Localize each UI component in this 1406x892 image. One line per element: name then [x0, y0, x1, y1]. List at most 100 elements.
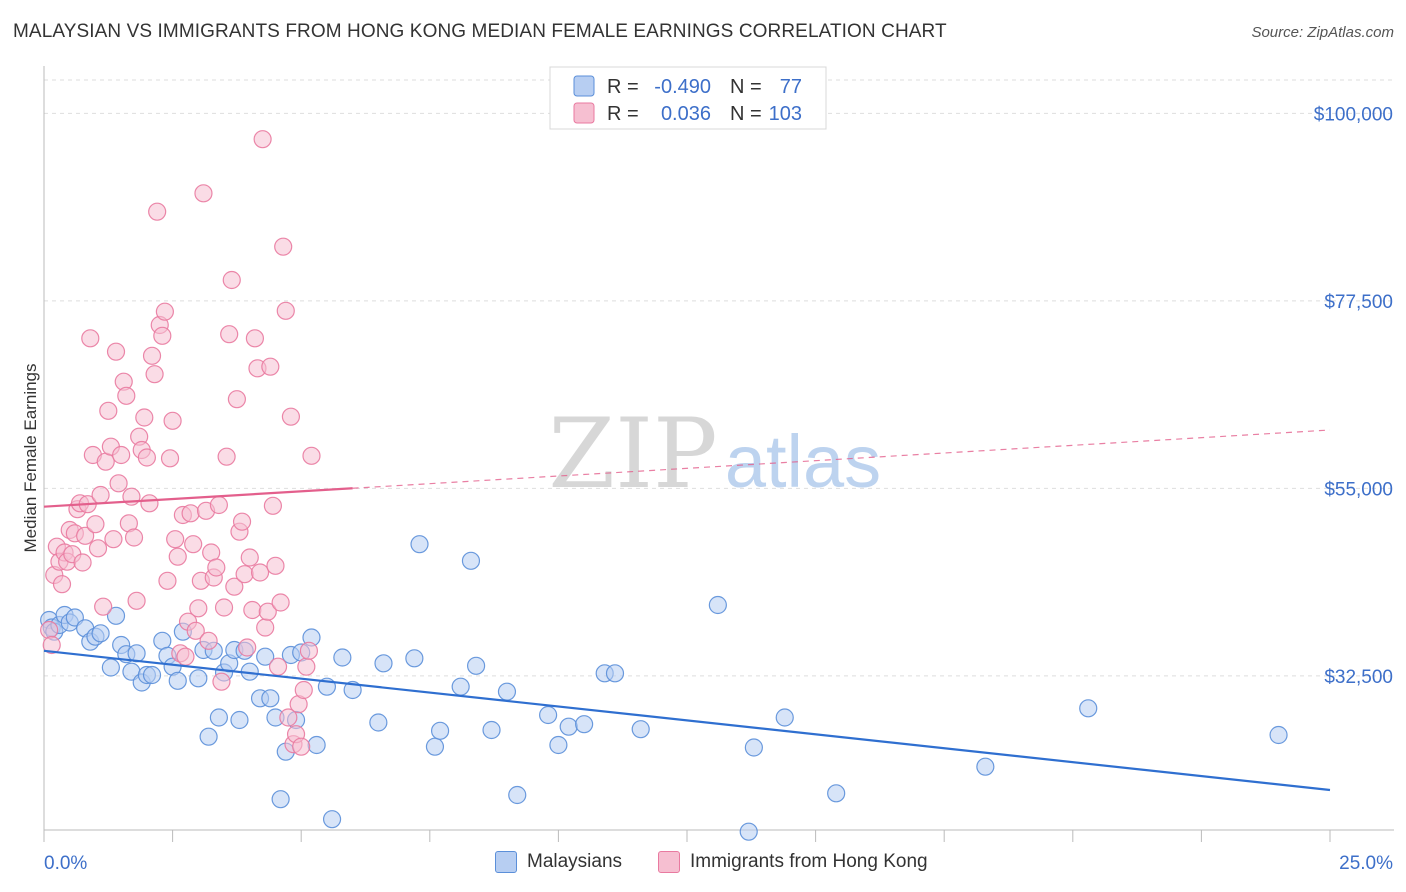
hong-kong-point [274, 237, 293, 256]
legend-r-label-1: R = [607, 76, 639, 98]
malaysians-point [559, 717, 578, 736]
hong-kong-point [73, 553, 92, 572]
hong-kong-point [127, 591, 146, 610]
hong-kong-point [263, 496, 283, 515]
hong-kong-point [181, 504, 200, 523]
malaysians-point [271, 790, 290, 809]
malaysians-point [374, 654, 393, 673]
hong-kong-point [104, 530, 123, 549]
malaysians-point [189, 669, 208, 688]
malaysians-point [322, 810, 342, 829]
y-tick-label: $55,000 [1324, 479, 1393, 500]
hong-kong-point [250, 563, 270, 582]
hong-kong-point [222, 270, 241, 290]
hong-kong-trend-line [43, 487, 353, 508]
malaysians-point [101, 658, 120, 677]
bottom-legend-label-hong-kong: Immigrants from Hong Kong [690, 851, 928, 872]
hong-kong-point [81, 329, 100, 348]
malaysians-point [199, 727, 218, 746]
hong-kong-point [155, 302, 174, 321]
malaysians-point [168, 671, 187, 690]
hong-kong-point [212, 672, 231, 691]
malaysians-point [775, 708, 794, 727]
tick-labels: $32,500 $55,000 $77,500 $100,000 0.0% 25.0% [44, 104, 1393, 874]
malaysians-point [430, 721, 450, 740]
malaysians-point [261, 689, 280, 708]
hong-kong-point [99, 401, 118, 420]
malaysians-point [539, 705, 558, 725]
malaysians-point [410, 535, 429, 554]
bottom-legend-swatch-malaysians [495, 851, 517, 873]
hong-kong-point [40, 620, 59, 640]
hong-kong-point [199, 631, 218, 650]
hong-kong-point [142, 346, 162, 365]
malaysians-point [230, 710, 249, 730]
legend-swatch-malaysians [573, 75, 595, 97]
malaysians-point [549, 735, 568, 755]
hong-kong-trend-line-extension [352, 429, 1331, 489]
hong-kong-point [299, 641, 319, 660]
top-legend: R = -0.490 N = 77 R = 0.036 N = 103 [549, 66, 827, 130]
malaysians-point [256, 647, 275, 666]
hong-kong-point [194, 184, 213, 203]
malaysians-point [451, 677, 470, 696]
malaysians-point [1079, 699, 1098, 718]
hong-kong-point [258, 602, 277, 621]
hong-kong-point [220, 325, 239, 344]
y-tick-label: $100,000 [1314, 104, 1393, 125]
hong-kong-point [42, 635, 61, 655]
hong-kong-point [238, 638, 257, 657]
y-tick-label: $77,500 [1324, 292, 1393, 313]
malaysians-point [369, 713, 388, 732]
hong-kong-point [256, 618, 275, 637]
watermark-zip: ZIP [548, 398, 717, 510]
malaysians-point [508, 785, 527, 805]
bottom-legend-malaysians: Malaysians [495, 851, 622, 873]
legend-n-label-1: N = [730, 76, 762, 98]
malaysians-point [482, 720, 501, 740]
hong-kong-point [88, 539, 108, 558]
hong-kong-point [176, 647, 195, 666]
hong-kong-point [158, 571, 177, 590]
hong-kong-point [117, 386, 136, 405]
x-tick-label-min: 0.0% [44, 853, 87, 874]
hong-kong-points [40, 130, 321, 756]
y-axis-title: Median Female Earnings [21, 364, 40, 553]
hong-kong-point [268, 657, 288, 676]
hong-kong-point [148, 202, 167, 221]
malaysians-point [497, 682, 517, 701]
hong-kong-point [294, 680, 313, 700]
hong-kong-point [292, 737, 311, 756]
malaysians-point [142, 665, 162, 685]
hong-kong-point [109, 474, 128, 493]
hong-kong-point [91, 485, 110, 505]
malaysians-point [708, 595, 727, 615]
malaysians-point [575, 715, 594, 734]
grid [44, 79, 1394, 677]
malaysians-point [307, 735, 326, 755]
legend-r-value-1: -0.490 [654, 76, 711, 98]
hong-kong-point [266, 556, 285, 575]
malaysians-point [91, 624, 110, 643]
trend-lines [43, 429, 1331, 792]
hong-kong-point [225, 577, 244, 596]
hong-kong-point [261, 357, 280, 376]
hong-kong-point [279, 708, 298, 727]
chart-source: Source: ZipAtlas.com [1251, 24, 1394, 41]
axes [43, 66, 1394, 842]
hong-kong-point [214, 598, 234, 617]
malaysians-point [461, 551, 481, 570]
hong-kong-point [253, 130, 272, 149]
hong-kong-point [235, 565, 254, 584]
hong-kong-point [227, 390, 246, 409]
x-tick-label-max: 25.0% [1339, 853, 1393, 874]
hong-kong-point [302, 446, 321, 465]
hong-kong-point [207, 558, 226, 577]
legend-swatch-hong-kong [573, 102, 595, 124]
malaysians-trend-line [43, 649, 1331, 792]
bottom-legend-label-malaysians: Malaysians [527, 851, 623, 872]
hong-kong-point [245, 329, 265, 348]
hong-kong-point [189, 599, 208, 618]
legend-n-value-1: 77 [780, 76, 802, 98]
hong-kong-point [124, 528, 144, 547]
